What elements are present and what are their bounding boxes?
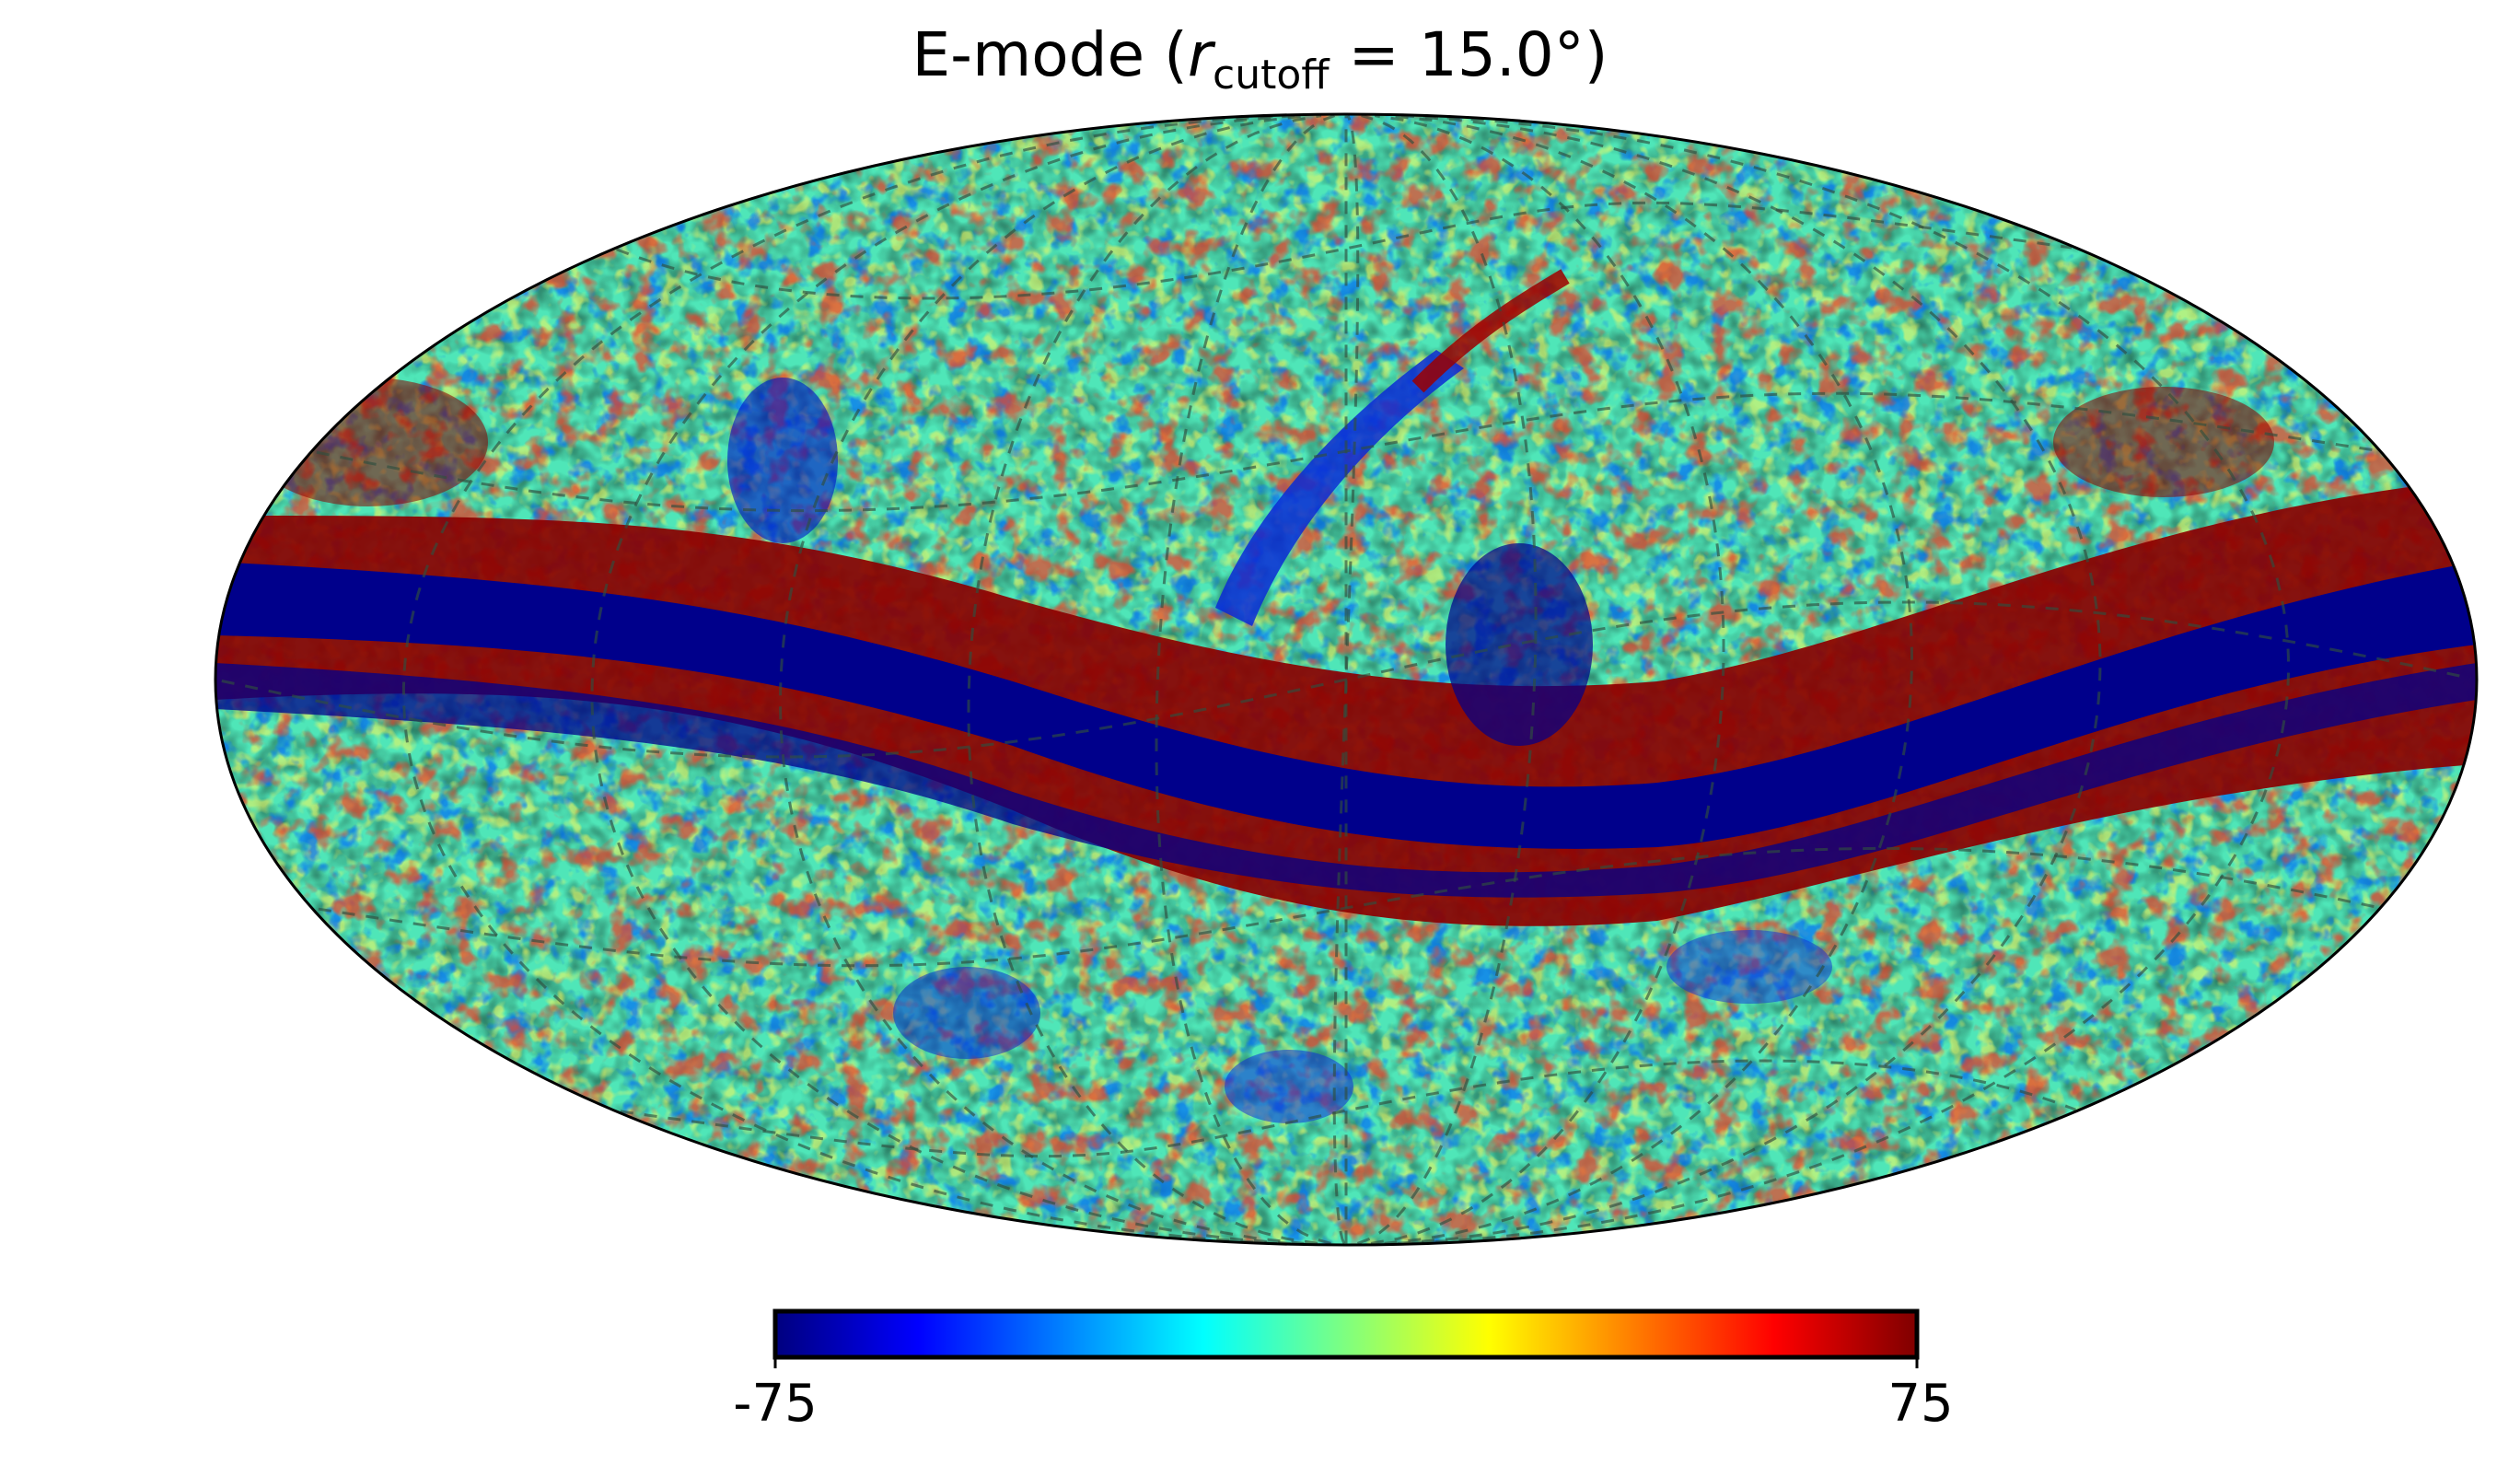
meridian-line (1155, 114, 1336, 1245)
meridian-line (1384, 114, 1914, 1245)
colorbar-max-label: 75 (1887, 1374, 1954, 1434)
meridian-line (401, 114, 1282, 1245)
meridian-line (967, 114, 1322, 1245)
title-prefix: E-mode ( (912, 19, 1188, 90)
figure-title: E-mode (rcutoff = 15.0°) (0, 9, 2520, 122)
colorbar-min-label: -75 (733, 1374, 818, 1434)
meridian-line (1356, 114, 1538, 1245)
meridian-line (1411, 114, 2291, 1245)
meridian-line (590, 114, 1295, 1245)
title-variable: r (1187, 19, 1213, 90)
graticule-grid (221, 114, 2471, 1245)
equator-line (221, 600, 2471, 759)
title-suffix: = 15.0°) (1329, 19, 1608, 90)
meridian-line (778, 114, 1308, 1245)
parallel-line (616, 201, 2073, 300)
map-outline (214, 112, 2479, 1247)
title-subscript: cutoff (1213, 52, 1330, 99)
meridian-line (1397, 114, 2102, 1245)
galactic-plane-blue-band (215, 562, 2477, 849)
parallel-line (620, 1059, 2076, 1158)
north-spur (1215, 350, 1464, 626)
colorbar (772, 1308, 1920, 1360)
sky-map-content (215, 114, 2477, 1245)
meridian-line (1332, 115, 1360, 1244)
